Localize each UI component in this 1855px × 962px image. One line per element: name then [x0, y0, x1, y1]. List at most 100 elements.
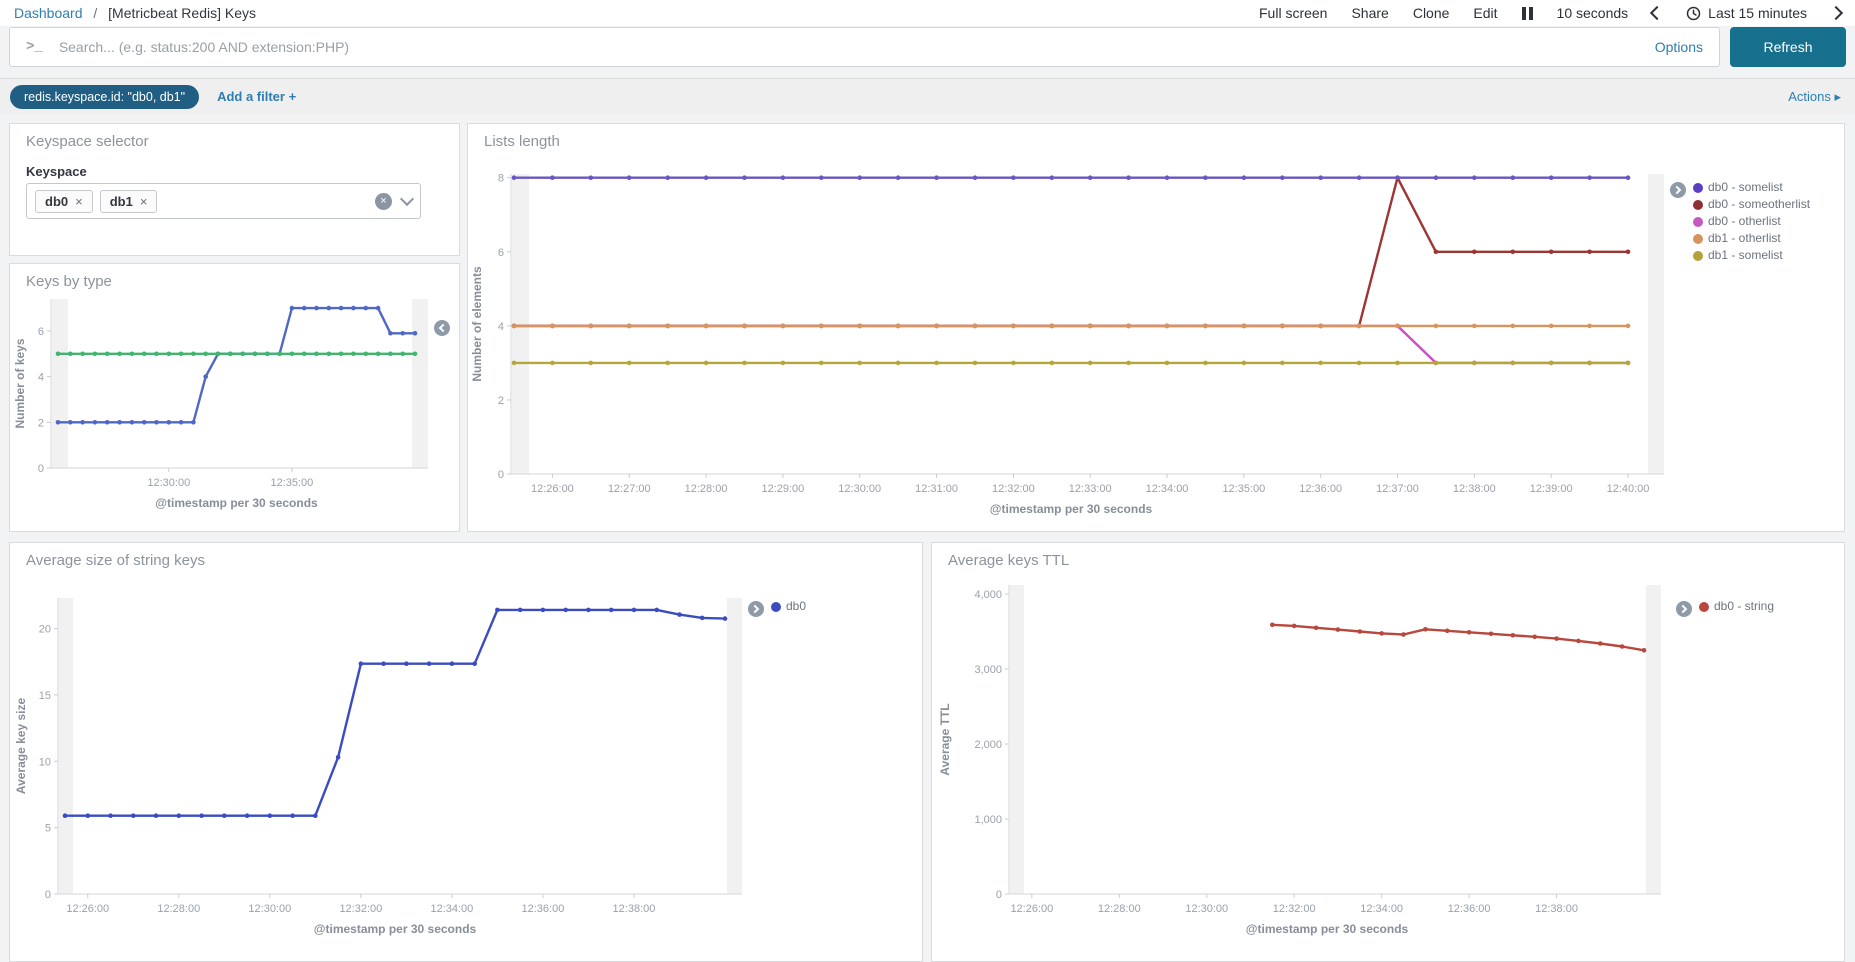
refresh-button[interactable]: Refresh: [1730, 27, 1846, 67]
series-line: [58, 306, 415, 424]
svg-text:12:31:00: 12:31:00: [915, 483, 958, 495]
time-back-icon[interactable]: [1650, 5, 1665, 21]
svg-text:6: 6: [498, 247, 504, 259]
remove-tag-icon[interactable]: ×: [139, 193, 148, 209]
keyspace-tag-db0[interactable]: db0 ×: [35, 189, 93, 213]
svg-text:12:32:00: 12:32:00: [1273, 903, 1316, 915]
panel-keyspace-selector: Keyspace selector Keyspace db0 × db1 × ×: [9, 123, 460, 256]
keyspace-tag-db1[interactable]: db1 ×: [99, 189, 158, 213]
svg-text:12:26:00: 12:26:00: [66, 903, 109, 915]
svg-text:12:27:00: 12:27:00: [608, 483, 651, 495]
legend-item[interactable]: db1 - somelist: [1693, 248, 1810, 263]
query-prompt-icon: >_: [26, 39, 43, 55]
options-link[interactable]: Options: [1654, 39, 1703, 55]
time-range-label: Last 15 minutes: [1708, 5, 1807, 21]
filter-pill[interactable]: redis.keyspace.id: "db0, db1": [10, 84, 200, 109]
share-button[interactable]: Share: [1351, 5, 1389, 21]
svg-text:12:39:00: 12:39:00: [1530, 483, 1573, 495]
svg-text:0: 0: [498, 469, 504, 481]
svg-text:2,000: 2,000: [974, 739, 1002, 751]
svg-text:6: 6: [38, 326, 44, 338]
legend-toggle-button[interactable]: [748, 601, 764, 617]
legend-item[interactable]: db0 - string: [1699, 599, 1774, 614]
time-forward-icon[interactable]: [1828, 5, 1844, 21]
svg-text:0: 0: [996, 889, 1002, 901]
svg-text:12:26:00: 12:26:00: [531, 483, 574, 495]
svg-text:12:36:00: 12:36:00: [1448, 903, 1491, 915]
legend-dot-icon: [1693, 216, 1703, 227]
svg-text:15: 15: [39, 690, 51, 702]
legend-item[interactable]: db1 - otherlist: [1693, 231, 1810, 246]
edit-button[interactable]: Edit: [1473, 5, 1498, 21]
full-screen-button[interactable]: Full screen: [1259, 5, 1328, 21]
pause-icon[interactable]: [1521, 6, 1533, 20]
remove-tag-icon[interactable]: ×: [75, 193, 83, 209]
svg-text:12:30:00: 12:30:00: [248, 903, 291, 915]
svg-text:12:34:00: 12:34:00: [1146, 483, 1189, 495]
refresh-interval-value[interactable]: 10 seconds: [1556, 5, 1629, 21]
svg-text:12:30:00: 12:30:00: [147, 477, 190, 489]
clear-all-icon[interactable]: ×: [375, 192, 392, 210]
legend-toggle-button[interactable]: [434, 320, 450, 336]
average-string-key-size-chart: 0 5 10 15 20 12:26:00 12:28:00 12:30:00 12:32:00…: [14, 598, 742, 936]
top-nav-menu: Full screen Share Clone Edit 10 seconds …: [1259, 5, 1844, 21]
panel-title: Average size of string keys: [26, 552, 205, 569]
svg-text:@timestamp per 30 seconds: @timestamp per 30 seconds: [155, 496, 318, 510]
svg-text:12:34:00: 12:34:00: [430, 903, 473, 915]
series-line: [514, 176, 1628, 328]
series-line: [65, 608, 726, 817]
svg-text:12:33:00: 12:33:00: [1069, 483, 1112, 495]
svg-text:12:32:00: 12:32:00: [339, 903, 382, 915]
svg-text:12:35:00: 12:35:00: [270, 477, 313, 489]
panel-title: Keys by type: [26, 273, 112, 290]
svg-text:@timestamp per 30 seconds: @timestamp per 30 seconds: [314, 922, 477, 936]
legend: db0: [748, 599, 806, 617]
svg-text:12:32:00: 12:32:00: [992, 483, 1035, 495]
svg-text:Average TTL: Average TTL: [938, 703, 952, 775]
search-box: >_ Options: [9, 27, 1720, 67]
legend-item[interactable]: db0: [771, 599, 806, 614]
keyspace-select[interactable]: db0 × db1 × ×: [26, 183, 421, 219]
legend-item[interactable]: db0 - someotherlist: [1693, 197, 1810, 212]
legend-items: db0 - string: [1699, 599, 1774, 614]
svg-text:3,000: 3,000: [974, 664, 1002, 676]
svg-text:0: 0: [38, 463, 44, 475]
panel-title: Average keys TTL: [948, 552, 1070, 569]
svg-text:2: 2: [38, 417, 44, 429]
legend-dot-icon: [1693, 233, 1703, 244]
svg-text:12:38:00: 12:38:00: [1535, 903, 1578, 915]
svg-text:12:34:00: 12:34:00: [1360, 903, 1403, 915]
svg-text:12:30:00: 12:30:00: [838, 483, 881, 495]
svg-text:1,000: 1,000: [974, 814, 1002, 826]
page-title: [Metricbeat Redis] Keys: [108, 5, 257, 21]
svg-text:12:40:00: 12:40:00: [1607, 483, 1650, 495]
chevron-down-icon[interactable]: [399, 191, 415, 207]
svg-text:5: 5: [45, 823, 51, 835]
breadcrumb: Dashboard / [Metricbeat Redis] Keys: [14, 5, 256, 21]
legend-toggle-button[interactable]: [1676, 601, 1692, 617]
actions-arrow-icon: ▸: [1834, 88, 1841, 104]
svg-text:12:28:00: 12:28:00: [157, 903, 200, 915]
svg-text:4,000: 4,000: [974, 589, 1002, 601]
lists-length-chart: 0 2 4 6 8 12:26:00 12:27:00 12:28:00 12:29:00 12:…: [470, 173, 1664, 516]
panel-average-size-of-string-keys: Average size of string keys 0 5 10 15 20 12:2…: [9, 542, 923, 962]
clone-button[interactable]: Clone: [1412, 5, 1450, 21]
svg-text:12:29:00: 12:29:00: [761, 483, 804, 495]
legend-item[interactable]: db0 - otherlist: [1693, 214, 1810, 229]
filter-actions-button[interactable]: Actions ▸: [1788, 88, 1841, 104]
legend-dot-icon: [1693, 199, 1703, 210]
svg-text:4: 4: [38, 372, 44, 384]
breadcrumb-separator: /: [93, 5, 98, 21]
svg-text:@timestamp per 30 seconds: @timestamp per 30 seconds: [1246, 922, 1409, 936]
svg-text:20: 20: [39, 624, 51, 636]
legend-toggle-button[interactable]: [1670, 182, 1686, 198]
keys-by-type-chart: 0 2 4 6 12:30:00 12:35:00 Number of keys @times…: [13, 299, 428, 510]
time-range-picker[interactable]: Last 15 minutes: [1686, 5, 1807, 21]
search-input[interactable]: [56, 38, 1641, 56]
panel-keys-by-type: Keys by type 0 2 4 6 12:30:00 12:35:00 Number …: [9, 263, 460, 532]
legend-item[interactable]: db0 - somelist: [1693, 180, 1810, 195]
add-filter-button[interactable]: Add a filter +: [217, 89, 297, 104]
keyspace-field-label: Keyspace: [26, 164, 87, 179]
breadcrumb-dashboard-link[interactable]: Dashboard: [14, 5, 83, 21]
